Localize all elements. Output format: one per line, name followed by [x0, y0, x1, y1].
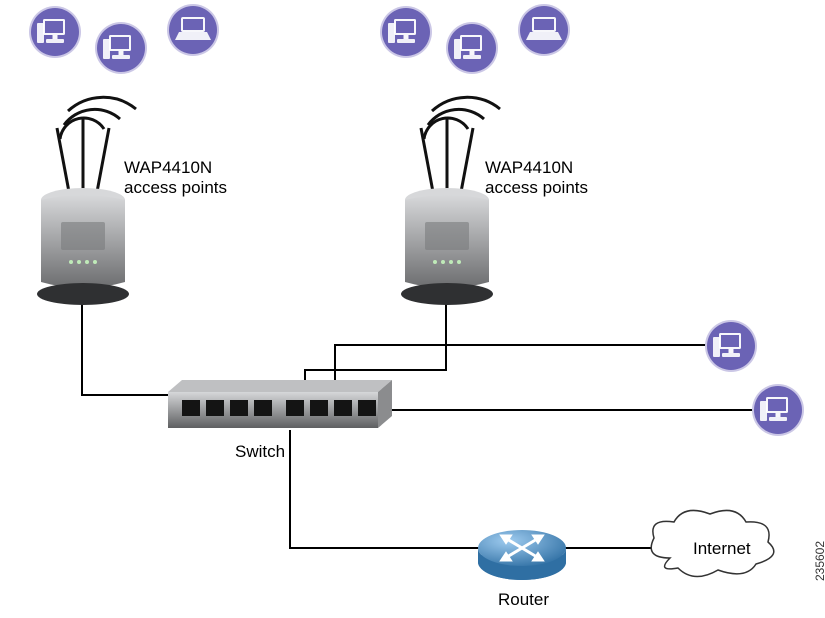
- link-switch-wired2: [363, 395, 754, 410]
- connections-group: [82, 298, 754, 548]
- wifi-signal-icon: [424, 97, 500, 139]
- laptop-icon: [518, 4, 570, 56]
- desktop-icon: [446, 22, 498, 74]
- laptop-icon: [167, 4, 219, 56]
- figure-id-label: 235602: [813, 541, 825, 581]
- link-ap2-switch: [305, 298, 446, 395]
- diagram-stage: WAP4410N access points WAP4410N access p…: [0, 0, 825, 618]
- access-point-icon: [37, 118, 129, 305]
- wifi-signal-icon: [60, 97, 136, 139]
- desktop-icon: [705, 320, 757, 372]
- ap1-label: WAP4410N access points: [124, 158, 227, 197]
- switch-label: Switch: [235, 442, 285, 462]
- link-switch-router: [290, 430, 484, 548]
- ap2-label: WAP4410N access points: [485, 158, 588, 197]
- internet-label: Internet: [693, 539, 751, 559]
- desktop-icon: [29, 6, 81, 58]
- link-switch-wired1: [335, 345, 708, 395]
- desktop-icon: [95, 22, 147, 74]
- switch-icon: [168, 380, 392, 428]
- router-label: Router: [498, 590, 549, 610]
- svg-overlay: [0, 0, 825, 618]
- router-icon: [478, 530, 566, 580]
- desktop-icon: [380, 6, 432, 58]
- link-ap1-switch: [82, 298, 236, 395]
- access-point-icon: [401, 118, 493, 305]
- desktop-icon: [752, 384, 804, 436]
